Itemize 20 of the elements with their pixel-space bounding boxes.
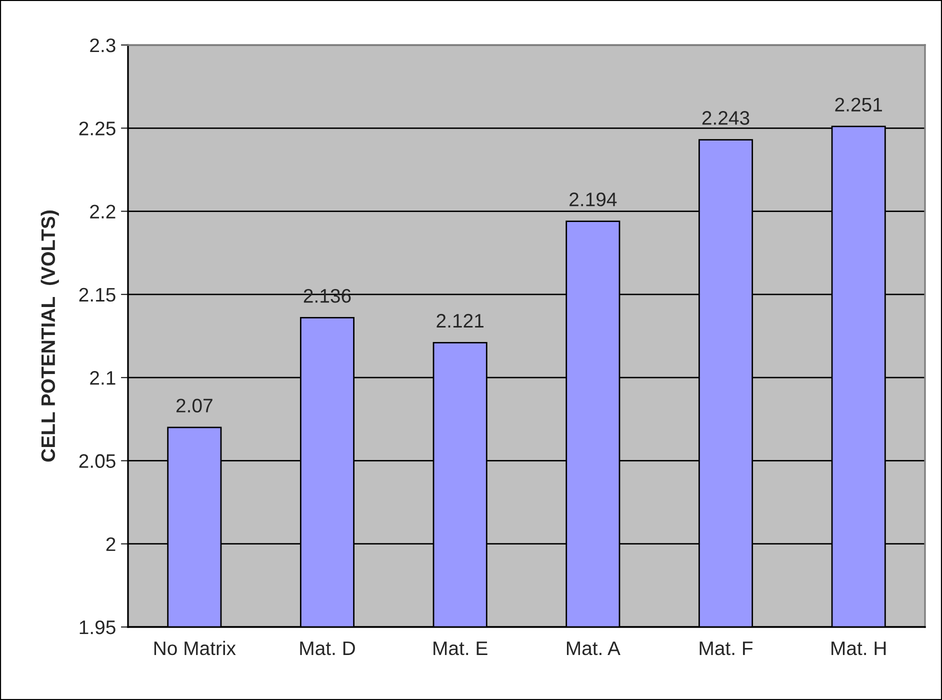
data-label: 2.194 (570, 192, 617, 206)
y-tick-label: 2 (106, 537, 116, 551)
y-tick-label: 2.1 (90, 371, 116, 385)
x-tick-label: Mat. F (700, 642, 753, 656)
y-axis-title: CELL POTENTIAL (VOLTS) (40, 210, 59, 462)
data-label: 2.07 (176, 398, 212, 413)
y-tick-label: 2.3 (90, 38, 116, 52)
x-tick-label: Mat. D (300, 642, 355, 656)
x-tick-label: Mat. H (832, 642, 886, 656)
y-tick-label: 1.95 (80, 620, 116, 634)
y-tick-label: 2.25 (79, 122, 116, 136)
data-label: 2.251 (835, 98, 882, 112)
y-tick-label: 2.15 (79, 288, 116, 302)
x-tick-label: No Matrix (154, 640, 236, 656)
y-tick-label: 2.05 (79, 454, 116, 468)
y-tick-label: 2.2 (90, 204, 116, 218)
data-label: 2.243 (702, 111, 750, 125)
x-tick-label: Mat. E (434, 642, 488, 656)
data-label: 2.121 (436, 314, 484, 328)
x-tick-label: Mat. A (566, 642, 620, 656)
